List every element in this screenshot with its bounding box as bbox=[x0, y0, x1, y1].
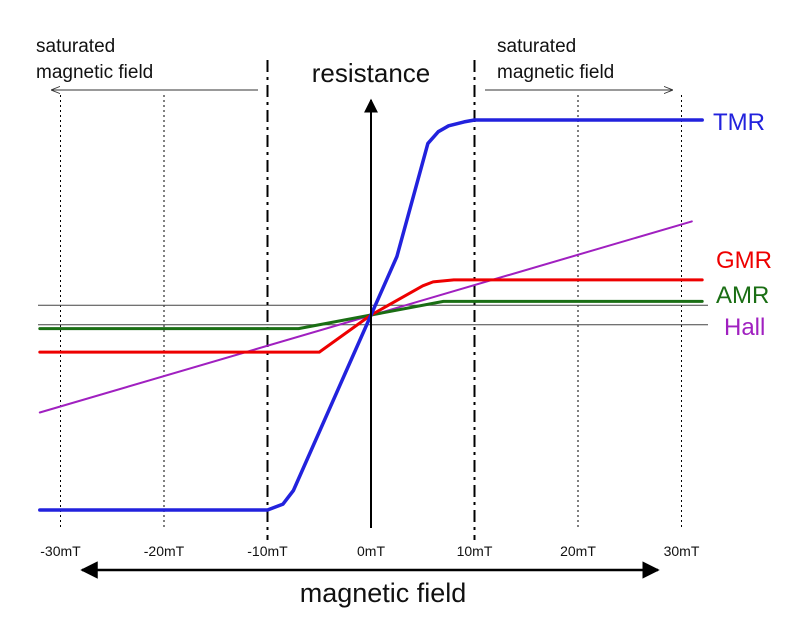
x-tick-label: -30mT bbox=[40, 543, 81, 559]
annotation-right-line1: saturated bbox=[497, 36, 576, 57]
series-layer bbox=[38, 118, 704, 512]
y-axis-label: resistance bbox=[312, 58, 431, 88]
annotation-left: saturated magnetic field bbox=[36, 36, 258, 90]
x-tick-label: 10mT bbox=[457, 543, 493, 559]
x-tick-label: -10mT bbox=[247, 543, 288, 559]
x-tick-label: 20mT bbox=[560, 543, 596, 559]
x-tick-label: 0mT bbox=[357, 543, 385, 559]
annotation-right-line2: magnetic field bbox=[497, 62, 614, 83]
annotation-left-line1: saturated bbox=[36, 36, 115, 57]
annotation-right: saturated magnetic field bbox=[485, 36, 672, 90]
series-line-tmr bbox=[38, 118, 704, 512]
series-label-amr: AMR bbox=[716, 282, 769, 309]
reference-lines bbox=[38, 304, 708, 326]
series-label-gmr: GMR bbox=[716, 247, 772, 274]
x-tick-labels: -30mT -20mT -10mT 0mT 10mT 20mT 30mT bbox=[40, 543, 700, 559]
series-line-gmr bbox=[38, 278, 704, 354]
x-axis-label: magnetic field bbox=[300, 578, 467, 608]
series-label-tmr: TMR bbox=[713, 109, 765, 136]
series-label-hall: Hall bbox=[724, 314, 765, 341]
saturation-markers bbox=[266, 60, 476, 540]
x-tick-label: 30mT bbox=[664, 543, 700, 559]
x-tick-label: -20mT bbox=[144, 543, 185, 559]
annotation-left-line2: magnetic field bbox=[36, 62, 153, 83]
series-labels: TMR GMR AMR Hall bbox=[713, 109, 772, 341]
